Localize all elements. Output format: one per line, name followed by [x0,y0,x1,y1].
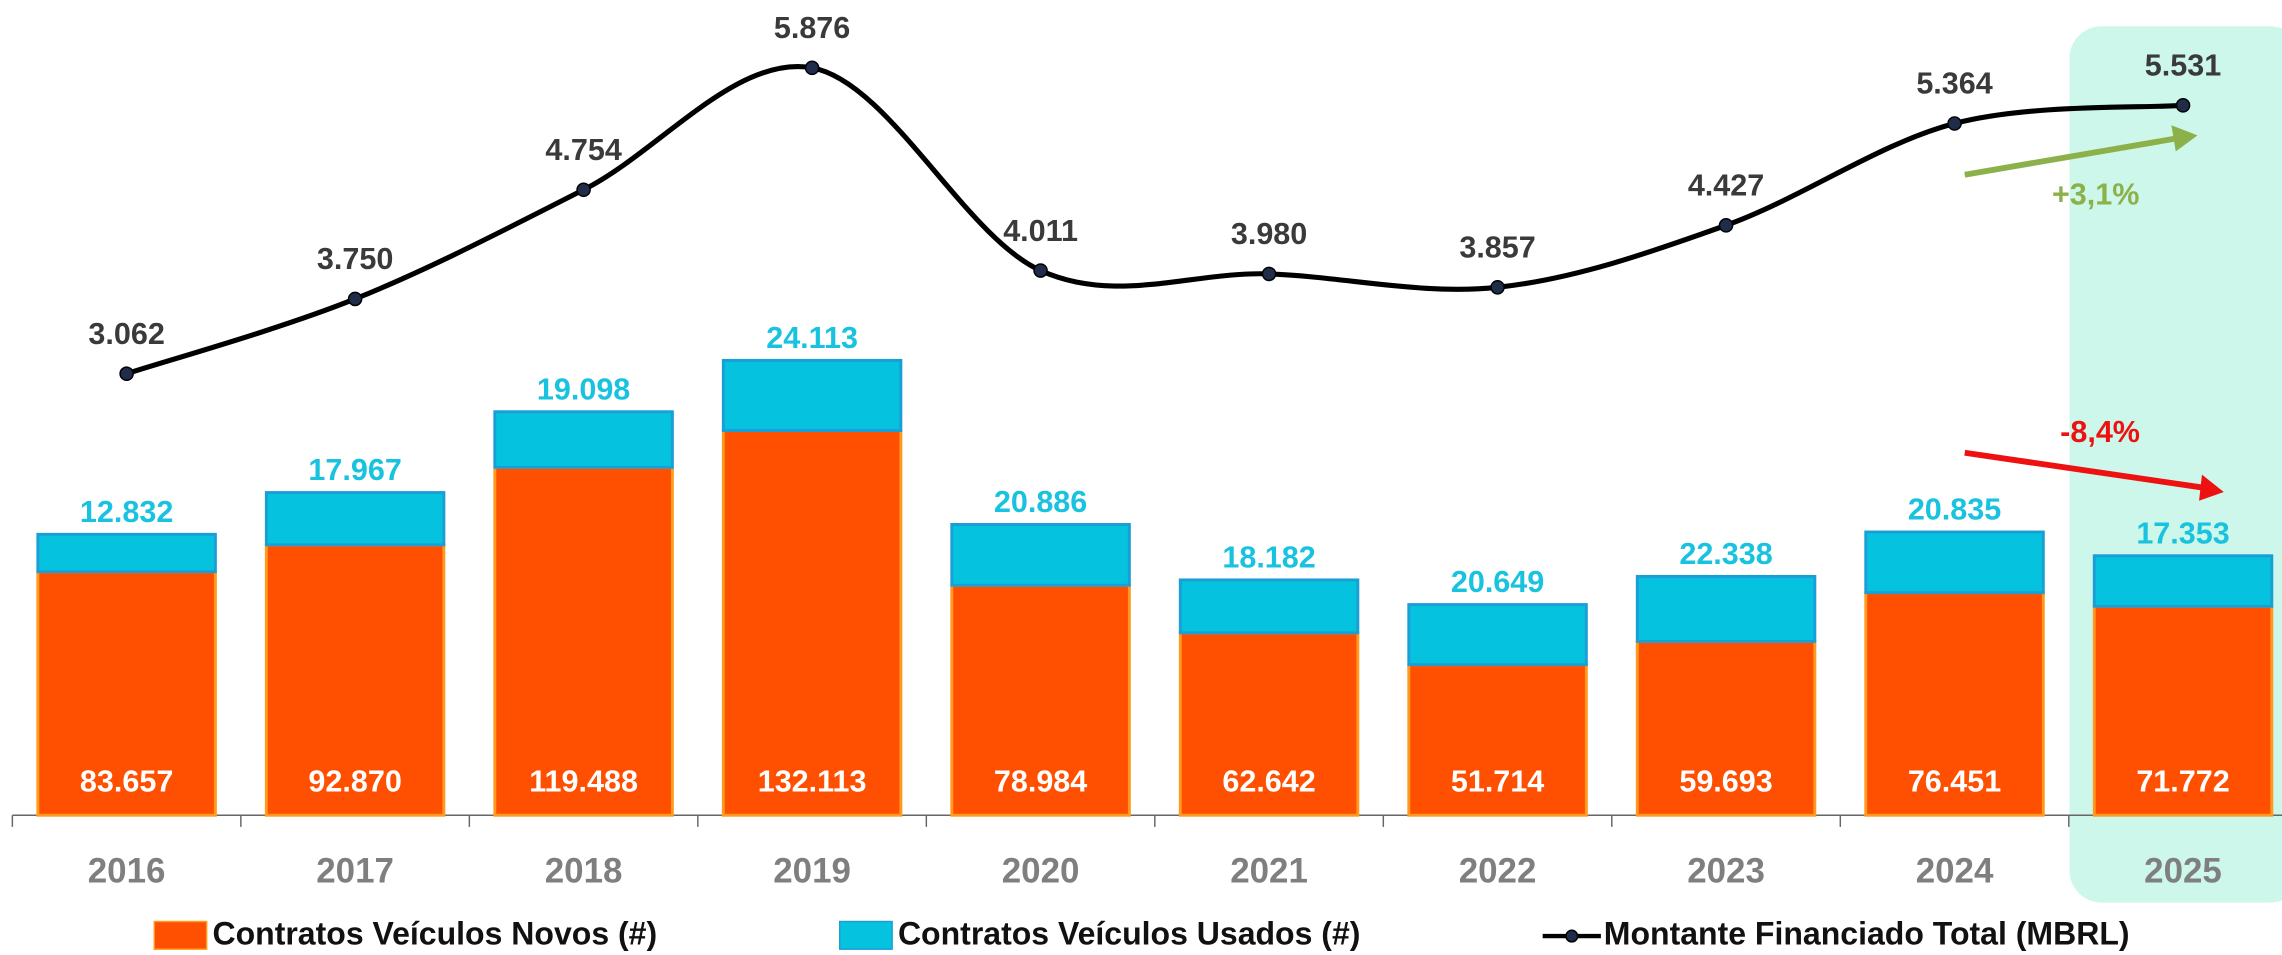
data-label: 18.182 [1222,541,1315,575]
bar [1864,591,2045,817]
bar [493,465,674,817]
x-tick-label: 2023 [1687,852,1765,891]
legend-label: Contratos Veículos Novos (#) [212,916,657,952]
x-tick-label: 2019 [773,852,851,891]
bar [1635,639,1817,817]
annotation: +3,1% [2052,178,2139,212]
arrow [1964,449,2204,491]
legend-label: Montante Financiado Total (MBRL) [1604,916,2130,952]
data-label: 119.488 [529,764,638,798]
legend-swatch [153,920,208,950]
line-marker [1947,116,1962,131]
x-tick-label: 2020 [1002,852,1080,891]
x-tick-label: 2021 [1230,852,1308,891]
x-tick-label: 2022 [1459,852,1537,891]
bar [1407,603,1588,667]
bar [1864,530,2045,595]
data-label: 4.427 [1688,169,1764,203]
data-label: 22.338 [1679,537,1772,571]
x-tick-label: 2024 [1916,852,1994,891]
arrow-head [2199,474,2224,501]
line-marker [1718,218,1734,233]
data-label: 5.876 [774,11,850,45]
x-tick-label: 2025 [2144,852,2222,891]
bar [1178,578,1360,635]
data-label: 78.984 [994,764,1087,798]
line-marker [2175,98,2191,113]
line-marker [1033,263,1048,278]
data-label: 12.832 [80,495,173,529]
line-marker [1261,266,1277,282]
data-label: 20.886 [994,485,1087,519]
data-label: 132.113 [758,764,867,798]
data-label: 3.750 [317,242,393,276]
data-label: 71.772 [2136,764,2229,798]
bar [264,491,446,547]
data-label: 4.011 [1003,214,1078,248]
data-label: 62.642 [1222,764,1315,798]
bar [721,429,903,817]
data-label: 59.693 [1679,764,1772,798]
x-tick-label: 2017 [316,852,394,891]
data-label: 20.649 [1451,565,1544,599]
plot-layer: 2016 2017 2018 2019 2020 2021 2022 2023 2024 2025… [11,11,2282,891]
line-marker [347,291,363,307]
line-marker [576,182,591,198]
bar [36,570,217,817]
data-label: 17.967 [308,453,401,487]
data-label: 17.353 [2136,516,2229,550]
bar [950,583,1131,817]
arrow-head [2171,125,2198,152]
legend-swatch [839,920,893,950]
line-marker [119,366,134,381]
data-label: 51.714 [1451,764,1544,798]
data-label: 92.870 [308,764,401,798]
bar [721,358,903,433]
arrow [1964,135,2178,178]
bar [264,543,446,817]
legend-marker [1565,929,1579,943]
data-label: 20.835 [1908,493,2001,527]
bar [1635,574,1817,643]
data-label: 3.857 [1459,231,1535,265]
bar [2092,554,2274,608]
data-label: 4.754 [545,133,621,167]
annotation: -8,4% [2060,415,2140,449]
bar [950,523,1131,587]
bar [1407,663,1588,817]
bar [493,410,674,469]
data-label: 24.113 [766,321,858,355]
data-label: 5.531 [2145,49,2221,83]
line-marker [1490,280,1505,295]
line [125,64,2184,377]
bar [36,532,217,574]
data-label: 3.980 [1231,217,1307,251]
bar [1178,631,1360,817]
line-marker [804,60,820,76]
x-tick-label: 2018 [545,852,623,891]
legend-label: Contratos Veículos Usados (#) [898,916,1360,952]
data-label: 5.364 [1916,67,1992,101]
data-label: 83.657 [80,764,173,798]
data-label: 19.098 [537,372,630,406]
data-label: 76.451 [1908,764,2001,798]
x-tick-label: 2016 [88,852,166,891]
data-label: 3.062 [88,317,164,351]
